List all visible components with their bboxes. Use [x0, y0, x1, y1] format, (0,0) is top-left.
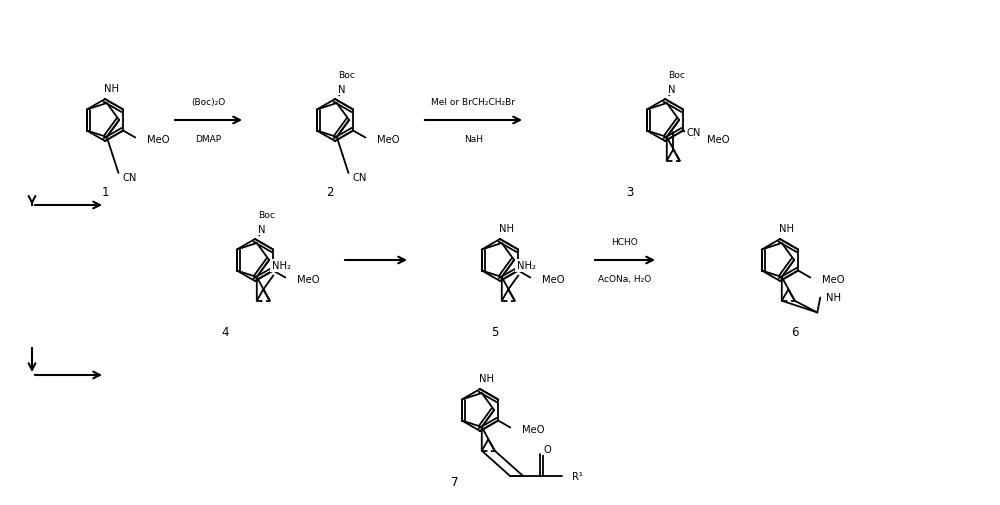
Text: MeO: MeO [542, 275, 564, 285]
Text: NH: NH [779, 223, 794, 233]
Text: 3: 3 [626, 186, 634, 199]
Text: CN: CN [352, 172, 367, 182]
Text: NH: NH [826, 293, 841, 303]
Text: NH: NH [104, 84, 119, 93]
Text: MeO: MeO [822, 275, 844, 285]
Text: (Boc)₂O: (Boc)₂O [191, 98, 226, 107]
Text: Boc: Boc [668, 71, 685, 80]
Text: Boc: Boc [258, 211, 275, 220]
Text: 7: 7 [451, 476, 459, 488]
Text: MeO: MeO [522, 425, 544, 435]
Text: CN: CN [122, 172, 137, 182]
Text: MeO: MeO [147, 135, 169, 145]
Text: AcONa, H₂O: AcONa, H₂O [598, 274, 652, 283]
Text: N: N [258, 224, 265, 234]
Text: N: N [338, 84, 345, 94]
Text: 5: 5 [491, 326, 499, 339]
Text: NH: NH [499, 223, 514, 233]
Text: 1: 1 [101, 186, 109, 199]
Text: 2: 2 [326, 186, 334, 199]
Text: NaH: NaH [464, 135, 483, 144]
Text: R¹: R¹ [572, 471, 583, 481]
Text: NH₂: NH₂ [272, 261, 291, 271]
Text: N: N [668, 84, 675, 94]
Text: O: O [544, 444, 552, 454]
Text: MeO: MeO [377, 135, 399, 145]
Text: MeO: MeO [707, 135, 729, 145]
Text: DMAP: DMAP [195, 135, 222, 144]
Text: CN: CN [686, 127, 701, 137]
Text: MeO: MeO [297, 275, 319, 285]
Text: NH: NH [479, 373, 494, 383]
Text: MeI or BrCH₂CH₂Br: MeI or BrCH₂CH₂Br [431, 98, 516, 107]
Text: HCHO: HCHO [612, 237, 638, 246]
Text: 6: 6 [791, 326, 799, 339]
Text: 4: 4 [221, 326, 229, 339]
Text: NH₂: NH₂ [517, 261, 536, 271]
Text: Boc: Boc [338, 71, 355, 80]
